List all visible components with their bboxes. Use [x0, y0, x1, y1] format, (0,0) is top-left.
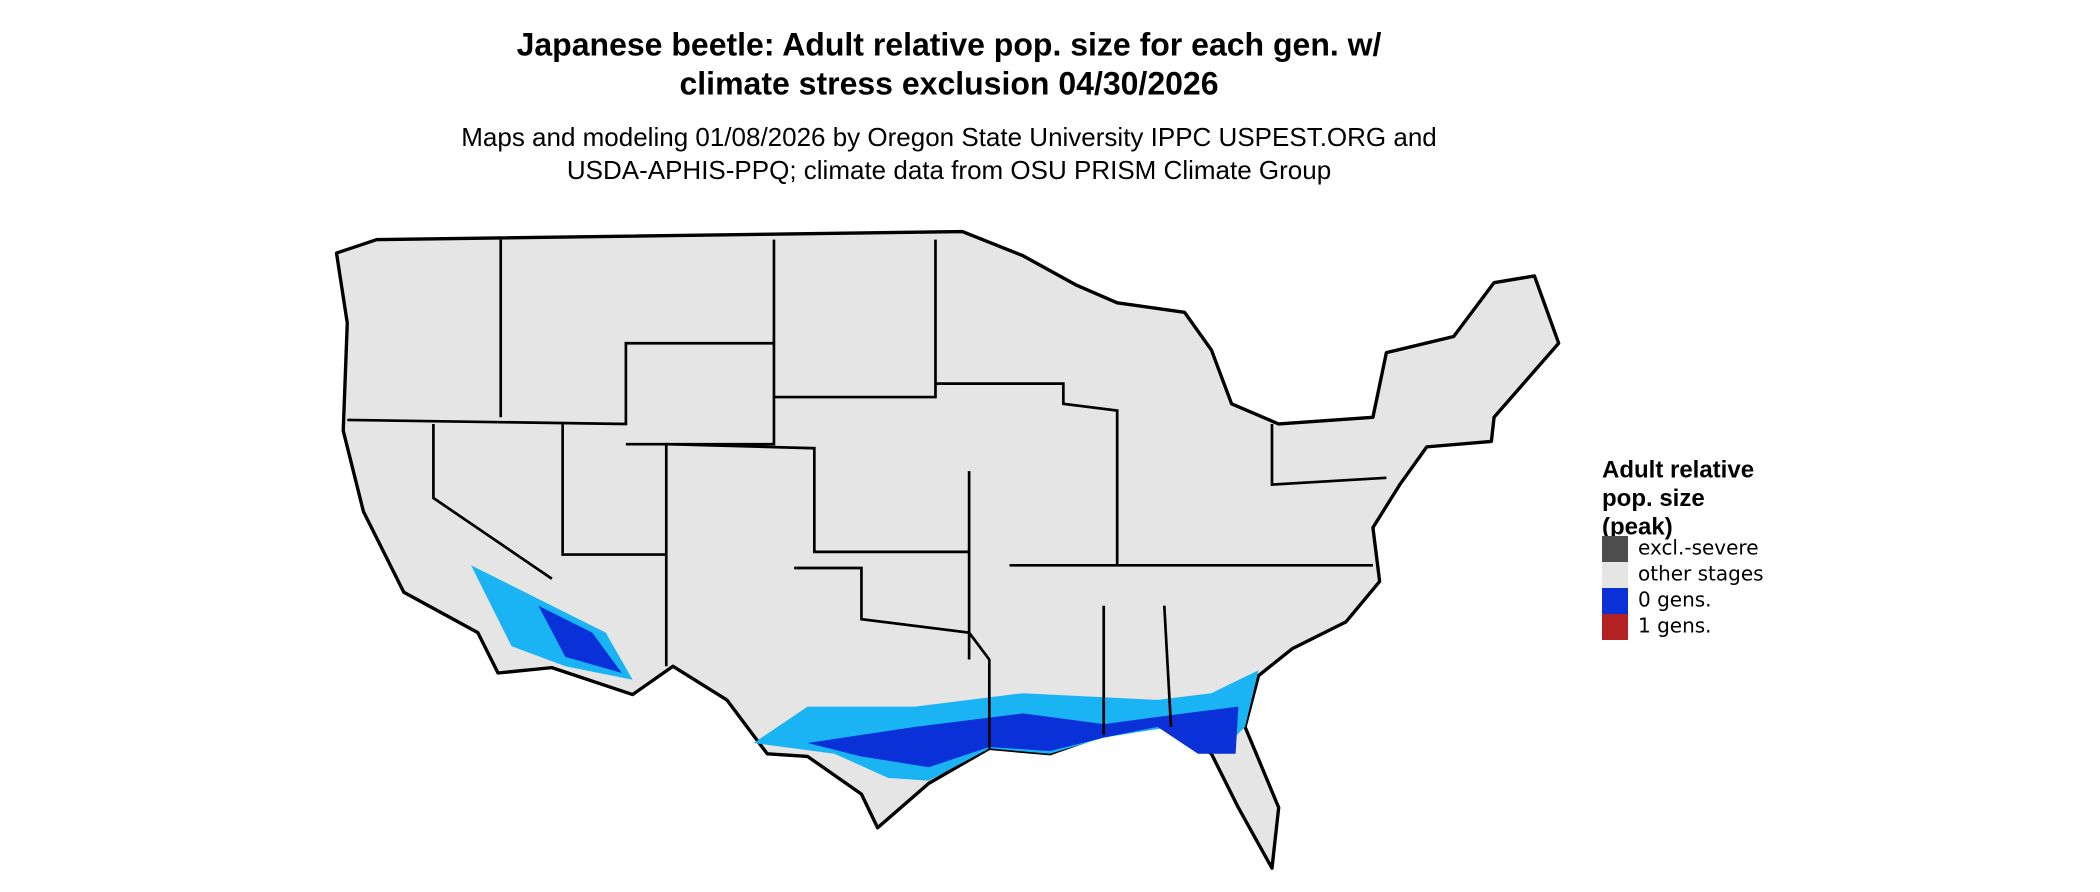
legend-label: other stages: [1638, 562, 1764, 586]
legend-label: excl.-severe: [1638, 536, 1759, 560]
dark-blue-zone: [538, 605, 1239, 768]
us-outline: [334, 229, 1561, 870]
title-line: Japanese beetle: Adult relative pop. siz…: [517, 26, 1382, 62]
state-lines: [347, 239, 1387, 749]
titles: Japanese beetle: Adult relative pop. siz…: [461, 26, 1437, 184]
subtitle-line: USDA-APHIS-PPQ; climate data from OSU PR…: [567, 155, 1331, 185]
legend-title: (peak): [1602, 513, 1673, 540]
title-line: climate stress exclusion 04/30/2026: [679, 65, 1218, 101]
legend-swatch: [1602, 536, 1628, 562]
legend-swatch: [1602, 562, 1628, 588]
us-map: [334, 229, 1561, 870]
legend-label: 1 gens.: [1638, 614, 1712, 638]
subtitle-line: Maps and modeling 01/08/2026 by Oregon S…: [461, 122, 1437, 152]
legend-title: pop. size: [1602, 485, 1705, 512]
legend-title: Adult relative: [1602, 456, 1754, 483]
legend-swatch: [1602, 614, 1628, 640]
legend-label: 0 gens.: [1638, 588, 1712, 612]
legend-swatch: [1602, 588, 1628, 614]
